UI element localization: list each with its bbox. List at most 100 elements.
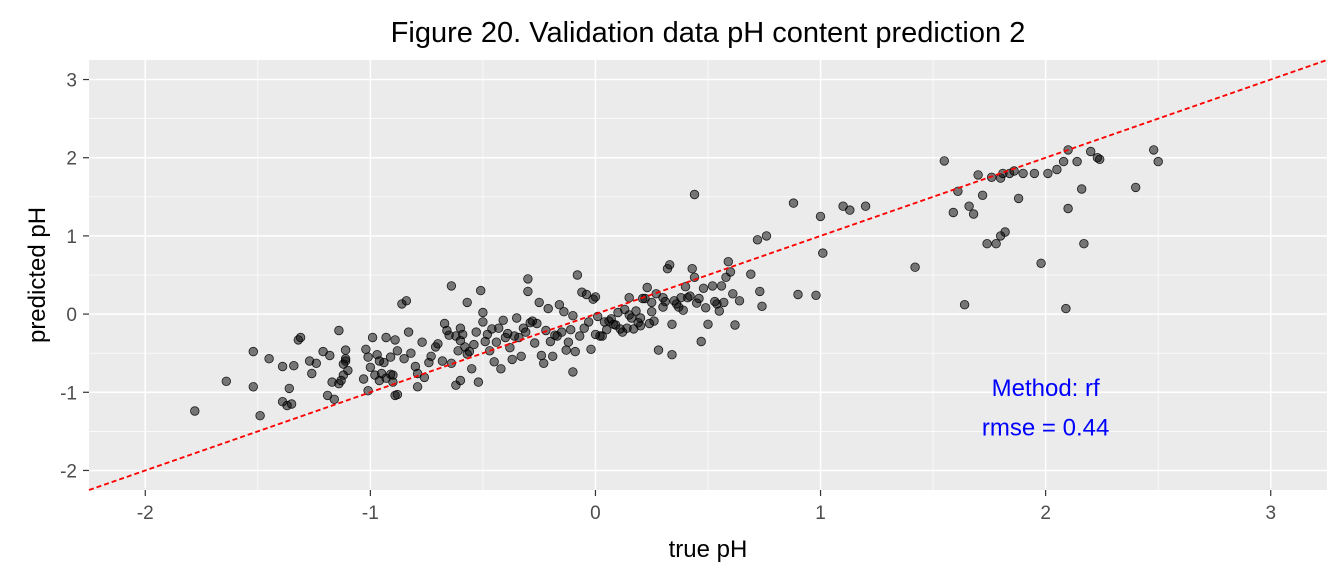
data-point	[343, 365, 353, 376]
y-tick-label: 3	[66, 71, 77, 92]
data-point	[392, 389, 403, 400]
data-point	[948, 207, 959, 218]
data-point	[761, 231, 772, 241]
x-tick-labels: -2 -1 0 1 2 3	[137, 503, 1276, 524]
data-point	[505, 343, 515, 353]
data-point	[678, 305, 688, 315]
data-point	[860, 201, 871, 211]
x-tick-label: 0	[590, 503, 601, 524]
data-point	[532, 318, 542, 329]
data-point	[575, 331, 585, 341]
data-point	[473, 377, 484, 387]
data-point	[685, 291, 695, 301]
data-point	[728, 289, 738, 299]
data-point	[1052, 164, 1062, 175]
annotation-text: Method: rf	[992, 375, 1100, 402]
data-point	[516, 351, 526, 362]
data-point	[489, 357, 499, 367]
data-point	[491, 337, 502, 347]
data-point	[548, 351, 558, 362]
data-point	[381, 332, 391, 343]
data-point	[590, 292, 601, 302]
data-point	[572, 270, 583, 280]
data-point	[478, 317, 488, 327]
data-point	[653, 345, 664, 355]
data-point	[696, 336, 706, 347]
data-point	[568, 311, 578, 321]
data-point	[464, 346, 475, 357]
data-point	[1079, 238, 1089, 249]
data-point	[367, 332, 378, 343]
y-tick-label: -2	[60, 461, 77, 482]
data-point	[385, 352, 396, 362]
data-point	[455, 375, 466, 386]
data-point	[561, 345, 571, 355]
data-point	[631, 306, 641, 316]
identity-reference-line	[88, 59, 1328, 491]
data-point	[626, 313, 637, 323]
data-point	[665, 260, 675, 270]
data-point	[788, 198, 799, 208]
data-point	[680, 282, 691, 292]
data-point	[340, 345, 351, 355]
data-point	[964, 201, 974, 211]
data-point	[417, 337, 427, 347]
data-point	[530, 338, 540, 348]
data-point	[248, 346, 259, 357]
data-point	[392, 346, 403, 356]
data-point	[714, 306, 725, 316]
chart-title: Figure 20. Validation data pH content pr…	[391, 17, 1026, 49]
data-point	[446, 281, 457, 291]
data-point	[496, 364, 506, 374]
data-point	[295, 332, 306, 343]
data-point	[1029, 168, 1040, 179]
data-point	[403, 327, 414, 337]
data-point	[1130, 182, 1141, 193]
data-point	[334, 325, 344, 336]
x-tick-label: 3	[1265, 503, 1276, 524]
data-point	[1153, 156, 1163, 167]
data-point	[1148, 145, 1159, 155]
data-point	[1061, 303, 1071, 314]
data-point	[543, 303, 553, 314]
data-point	[399, 354, 409, 364]
data-point	[624, 293, 634, 303]
data-point	[406, 348, 416, 358]
data-point	[694, 293, 704, 304]
data-point	[1094, 154, 1105, 165]
data-point	[586, 344, 596, 355]
data-point	[959, 300, 970, 310]
data-point	[521, 327, 531, 337]
x-tick-label: 1	[815, 503, 826, 524]
data-point	[1072, 156, 1082, 167]
data-point	[325, 350, 335, 361]
data-point	[597, 331, 607, 341]
data-point	[437, 356, 448, 366]
data-point	[471, 327, 481, 337]
data-point	[647, 307, 657, 317]
major-gridlines	[89, 60, 1327, 490]
x-axis-title: true pH	[669, 536, 748, 563]
data-point	[390, 335, 400, 345]
data-point	[412, 382, 423, 392]
data-point	[554, 300, 565, 310]
data-point	[746, 269, 756, 279]
data-point	[991, 238, 1001, 249]
data-point	[255, 411, 265, 421]
data-point	[1018, 168, 1028, 179]
data-point	[190, 406, 200, 416]
data-point	[635, 313, 646, 323]
data-point	[264, 354, 274, 364]
data-point	[1076, 184, 1087, 194]
data-point	[647, 297, 657, 308]
data-point	[494, 323, 504, 333]
annotation-text: rmse = 0.44	[982, 414, 1109, 441]
data-point	[388, 370, 398, 380]
data-point	[818, 248, 828, 258]
x-tick-label: -2	[137, 503, 154, 524]
data-point	[1000, 227, 1010, 237]
data-point	[462, 297, 472, 308]
data-point	[401, 296, 412, 306]
data-point	[953, 186, 963, 197]
data-point	[365, 362, 376, 373]
